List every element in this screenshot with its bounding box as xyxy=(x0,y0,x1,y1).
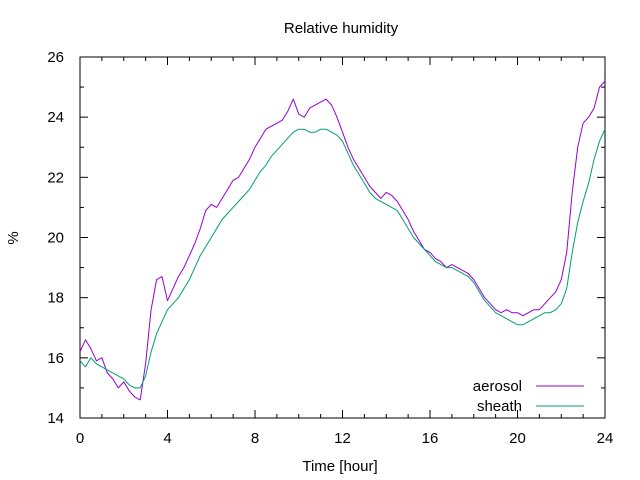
x-tick-label: 20 xyxy=(509,430,526,447)
x-axis-title: Time [hour] xyxy=(302,458,377,475)
legend-label-aerosol: aerosol xyxy=(473,378,522,395)
legend-label-sheath: sheath xyxy=(477,398,522,415)
y-tick-label: 22 xyxy=(47,169,64,186)
y-axis-title: % xyxy=(5,231,22,244)
x-tick-label: 16 xyxy=(422,430,439,447)
y-tick-label: 20 xyxy=(47,230,64,247)
x-tick-label: 8 xyxy=(251,430,259,447)
y-tick-label: 26 xyxy=(47,49,64,66)
y-tick-label: 18 xyxy=(47,290,64,307)
y-axis: 14 16 18 20 22 24 26 xyxy=(47,49,605,427)
x-axis: 0 4 8 12 16 20 24 xyxy=(76,57,614,447)
y-tick-label: 16 xyxy=(47,350,64,367)
chart-title: Relative humidity xyxy=(284,20,399,37)
x-tick-label: 12 xyxy=(334,430,351,447)
plot-frame xyxy=(79,56,606,419)
y-tick-label: 24 xyxy=(47,109,64,126)
y-tick-label: 14 xyxy=(47,410,64,427)
x-tick-label: 24 xyxy=(597,430,614,447)
x-tick-label: 4 xyxy=(163,430,171,447)
x-tick-label: 0 xyxy=(76,430,84,447)
series-group xyxy=(79,80,606,401)
series-line-sheath xyxy=(79,128,606,389)
series-line-aerosol xyxy=(79,80,606,401)
legend: aerosol sheath xyxy=(473,378,584,415)
